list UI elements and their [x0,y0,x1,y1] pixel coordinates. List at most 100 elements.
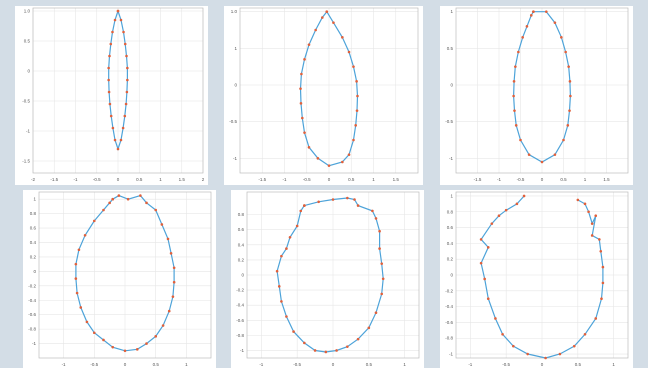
chart-panel-6: -1 -0.5 0 0.5 1 1 0.8 0.6 0.4 0.2 0 -0.2 -0.4 -0.6 -0.… [440,190,633,368]
data-point [113,18,117,22]
data-point [367,326,371,330]
chart-panel-4: -1 -0.5 0 0.5 1 1 0.8 0.6 0.4 0.2 0 -0.2 -0.4 -0.6 -0.… [23,190,216,368]
data-point [85,320,89,324]
y-tick-label: -0.2 [236,288,244,293]
data-point [576,198,580,202]
data-point [307,146,311,149]
x-tick-label: 0.5 [575,362,582,367]
data-point [569,94,572,98]
data-point [512,80,516,83]
data-point [285,315,288,318]
y-tick-label: -1 [240,348,244,353]
data-point [564,50,567,54]
y-tick-label: -0.4 [445,304,453,309]
x-tick-label: 1.5 [603,177,610,182]
data-point [341,160,344,164]
x-tick-label: -0.5 [293,362,301,367]
data-point [299,209,303,213]
data-point [126,78,129,82]
data-point [299,102,303,105]
data-point [380,262,384,265]
x-tick-label: 0 [541,362,544,367]
y-tick-label: -0.5 [445,119,453,124]
data-point [77,248,81,252]
data-point [514,124,518,127]
data-point [107,90,111,94]
data-point [479,261,483,265]
data-point [83,234,87,237]
data-point [562,138,565,142]
data-point [280,254,283,258]
data-point [169,252,173,255]
data-point [111,345,115,349]
data-point [295,224,299,228]
data-point [497,214,501,218]
data-point [553,153,557,156]
axes-frame [38,191,212,359]
data-point [583,202,587,206]
chart-panel-2: -1.5 -1 -0.5 0 0.5 1 1.5 1.0 1 0 -0.5 -1 [224,6,423,185]
y-tick-label: -0.4 [28,298,36,303]
x-tick-label: 0.5 [348,177,355,182]
data-point [145,201,148,205]
data-point [517,50,520,54]
y-tick-label: -0.5 [22,99,30,104]
chart-svg-5: -1 -0.5 0 0.5 1 0.8 0.6 0.4 0.2 0 -0.2 -0.4 -0.6 -0.8… [236,191,420,367]
data-point [568,109,571,112]
y-tick-label: -0.4 [236,303,244,308]
data-point [161,324,165,327]
data-point [285,247,288,250]
y-tick-label: 1 [234,46,237,51]
grid-lines [247,192,419,358]
x-tick-label: 0 [124,362,127,367]
y-tick-label: -1.5 [22,159,30,164]
x-tick-label: -1 [73,177,77,182]
data-point [314,28,317,32]
chart-svg-3: -1.5 -1 -0.5 0 0.5 1 1.5 1 0.5 0 -0.5 -1 [445,7,629,182]
axes-frame [455,7,629,174]
x-tick-label: -1 [62,362,66,367]
y-tick-label: 0.4 [447,241,454,246]
data-point [300,72,303,76]
y-tick-label: 0 [450,83,453,88]
data-point [352,65,355,68]
data-point [479,238,483,241]
data-point [126,66,129,70]
data-point [512,344,515,348]
data-point [380,292,384,296]
data-point [352,138,355,142]
data-point [346,345,349,348]
data-point [353,198,356,201]
y-tick-label: 0.6 [30,226,37,231]
data-point [325,10,329,13]
y-tick-label: 0.4 [30,240,37,245]
data-point [327,164,331,167]
data-point [313,349,317,352]
data-point [303,131,306,134]
data-point [92,331,96,335]
data-point [558,352,562,356]
data-point [172,266,176,270]
y-tick-label: 0.8 [30,211,37,216]
y-tick-label: 1.0 [231,9,238,14]
data-point [545,10,548,13]
data-point [139,194,142,197]
data-point [301,116,304,120]
y-tick-label: 0 [27,69,30,74]
data-point [122,30,125,34]
data-point [154,208,158,212]
data-point [102,208,105,212]
data-point [307,43,311,46]
axes-frame [239,7,419,174]
x-tick-label: 0 [117,177,120,182]
x-tick-label: 1 [584,177,587,182]
data-point [109,114,113,118]
data-point [572,344,576,348]
data-point [553,21,557,24]
data-point [341,36,344,39]
data-point [121,126,125,130]
data-point [490,222,494,225]
y-tick-label: -0.5 [229,119,237,124]
data-point [486,246,490,249]
x-tick-label: -1 [497,177,501,182]
